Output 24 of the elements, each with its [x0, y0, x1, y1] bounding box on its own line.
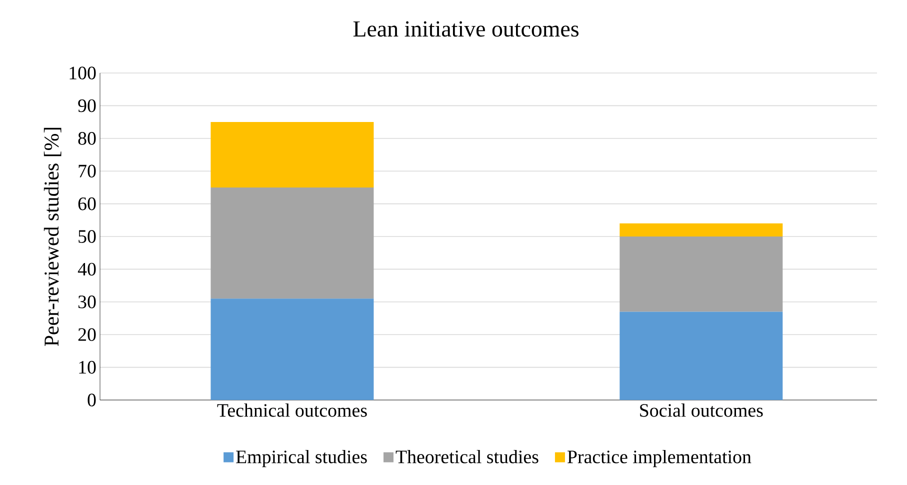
- y-tick-label: 90: [78, 99, 96, 112]
- y-tick-label: 10: [79, 360, 96, 374]
- y-tick-label: 80: [78, 132, 96, 145]
- y-tick-label: 50: [78, 230, 96, 243]
- legend-label: Empirical studies: [236, 450, 367, 468]
- y-tick-label: 0: [88, 394, 96, 406]
- y-tick-label: 100: [70, 66, 96, 80]
- bar: [210, 187, 374, 299]
- y-axis-title: Peer-reviewed studies [%]: [44, 128, 62, 346]
- bar: [620, 312, 783, 400]
- bar: [620, 236, 783, 312]
- legend-label: Theoretical studies: [396, 450, 538, 464]
- legend-label: Practice implementation: [568, 450, 752, 468]
- y-tick-label: 30: [78, 296, 96, 308]
- y-tick-label: 60: [78, 197, 96, 210]
- y-tick-label: 20: [78, 328, 96, 341]
- x-tick-label: Technical outcomes: [217, 404, 367, 417]
- bar: [210, 298, 374, 400]
- bar: [210, 122, 374, 188]
- y-tick-label: 70: [78, 164, 96, 178]
- y-tick-label: 40: [78, 262, 96, 276]
- bar: [620, 223, 783, 236]
- x-tick-label: Social outcomes: [640, 404, 763, 417]
- chart-title: Lean initiative outcomes: [353, 21, 578, 37]
